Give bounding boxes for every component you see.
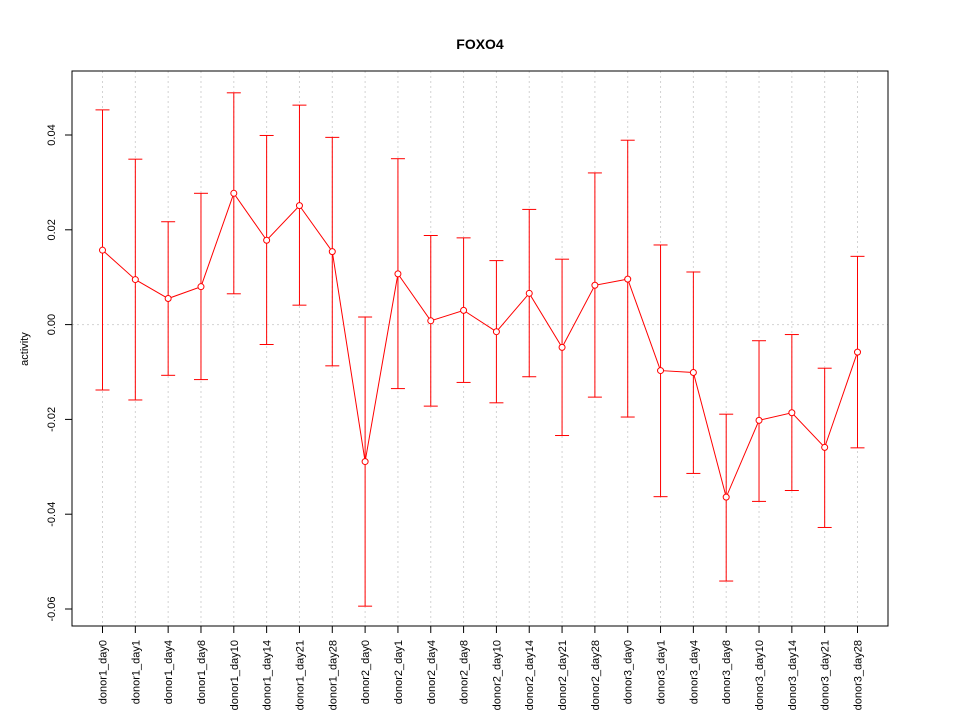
- data-point: [788, 409, 796, 417]
- data-point: [427, 317, 435, 325]
- data-point: [854, 348, 861, 356]
- x-tick-label: donor1_day28: [327, 640, 339, 710]
- error-bars: [95, 92, 865, 607]
- data-points: [99, 189, 861, 501]
- data-point: [558, 343, 566, 351]
- data-point: [361, 458, 369, 466]
- x-tick-label: donor3_day10: [754, 640, 766, 710]
- y-axis-label: activity: [19, 332, 31, 366]
- x-tick-label: donor2_day0: [360, 640, 372, 704]
- data-point: [624, 275, 632, 283]
- data-point: [821, 443, 829, 451]
- x-tick-label: donor2_day14: [524, 640, 536, 710]
- grid: [72, 71, 888, 626]
- data-point: [99, 246, 106, 254]
- chart-title: FOXO4: [456, 36, 504, 52]
- y-tick-label: 0.04: [46, 124, 58, 145]
- y-tick-label: -0.04: [46, 502, 58, 527]
- data-point: [131, 276, 139, 284]
- y-tick-label: 0.00: [46, 314, 58, 335]
- x-tick-label: donor2_day21: [557, 640, 569, 710]
- y-tick-label: -0.02: [46, 407, 58, 432]
- data-point: [230, 189, 238, 197]
- x-tick-label: donor2_day1: [393, 640, 405, 704]
- x-tick-label: donor3_day21: [820, 640, 832, 710]
- x-tick-label: donor3_day1: [656, 640, 668, 704]
- x-tick-label: donor1_day4: [163, 640, 175, 704]
- data-point: [525, 289, 533, 297]
- x-tick-label: donor1_day14: [262, 640, 274, 710]
- data-point: [295, 202, 303, 210]
- axes: -0.06 -0.04 -0.02 0.00 0.02 0.04 donor1_day0 do…: [46, 124, 865, 710]
- data-point: [492, 328, 500, 336]
- x-tick-label: donor1_day8: [196, 640, 208, 704]
- data-point: [689, 368, 697, 376]
- x-tick-label: donor3_day8: [721, 640, 733, 704]
- data-point: [755, 416, 763, 424]
- data-point: [328, 248, 336, 256]
- x-tick-label: donor1_day0: [98, 640, 110, 704]
- data-point: [657, 367, 665, 375]
- data-point: [197, 283, 205, 291]
- plot-frame: [71, 70, 889, 627]
- data-point: [263, 236, 271, 244]
- x-tick-label: donor1_day21: [294, 640, 306, 710]
- series-path: [102, 192, 858, 499]
- x-tick-label: donor3_day14: [787, 640, 799, 710]
- data-point: [164, 295, 172, 303]
- data-point: [460, 306, 468, 314]
- x-tick-label: donor3_day0: [623, 640, 635, 704]
- x-tick-label: donor1_day10: [229, 640, 241, 710]
- x-tick-label: donor3_day28: [853, 640, 865, 710]
- data-point: [394, 270, 402, 278]
- x-tick-label: donor2_day28: [590, 640, 602, 710]
- y-tick-label: -0.06: [46, 596, 58, 621]
- x-tick-label: donor2_day8: [459, 640, 471, 704]
- x-tick-label: donor3_day4: [688, 640, 700, 704]
- y-tick-label: 0.02: [46, 219, 58, 240]
- x-tick-label: donor2_day4: [426, 640, 438, 704]
- data-point: [722, 493, 730, 501]
- data-point: [591, 281, 599, 289]
- series-line: [102, 192, 858, 499]
- x-tick-label: donor2_day10: [491, 640, 503, 710]
- x-tick-label: donor1_day1: [130, 640, 142, 704]
